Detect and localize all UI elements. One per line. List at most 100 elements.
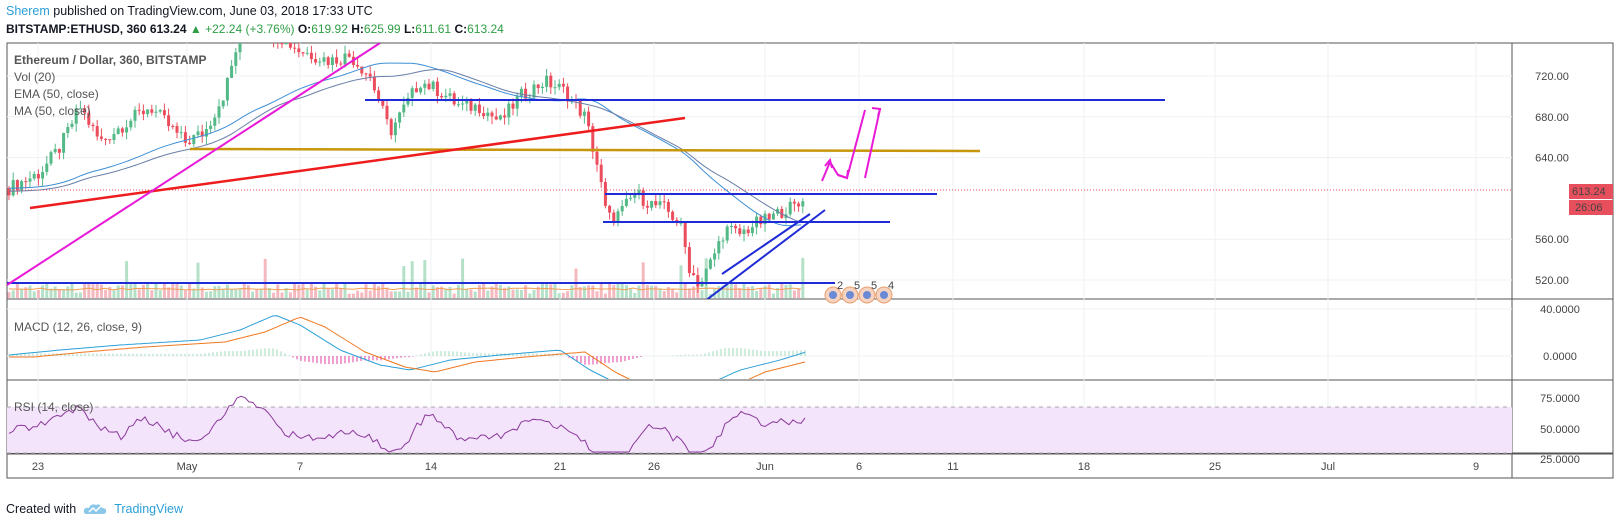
volume-bar	[234, 289, 238, 298]
time-axis-frame	[6, 453, 1614, 479]
volume-bar	[335, 283, 339, 298]
candle-body	[243, 30, 246, 35]
candle-body	[137, 109, 141, 111]
volume-bar	[448, 286, 452, 298]
publish-line: Sherem published on TradingView.com, Jun…	[6, 4, 373, 18]
volume-bar	[671, 289, 675, 298]
volume-bar	[725, 284, 729, 298]
volume-bar	[297, 284, 301, 298]
candle-body	[221, 100, 225, 107]
volume-bar	[549, 284, 553, 298]
volume-bar	[87, 282, 91, 298]
volume-bar	[469, 289, 473, 298]
volume-bar	[771, 293, 775, 298]
volume-bar	[288, 292, 292, 298]
volume-bars	[7, 257, 805, 298]
candle-body	[343, 53, 347, 65]
volume-bar	[683, 282, 687, 298]
volume-bar	[104, 289, 108, 298]
candle-body	[582, 111, 586, 116]
candle-body	[494, 116, 498, 120]
candle-body	[734, 226, 738, 229]
volume-bar	[41, 285, 45, 298]
volume-bar	[360, 292, 364, 298]
volume-bar	[406, 291, 410, 298]
candle-body	[360, 66, 364, 74]
macd-tick-label: 0.0000	[1543, 351, 1577, 363]
rsi-tick-label: 75.0000	[1540, 393, 1580, 405]
macd-signal-line	[9, 316, 806, 379]
volume-ma-line	[8, 287, 802, 291]
event-flag-dot	[829, 291, 837, 299]
volume-bar	[112, 290, 116, 298]
legend-macd[interactable]: MACD (12, 26, close, 9)	[14, 320, 142, 334]
candle-body	[162, 110, 166, 116]
volume-bar	[570, 285, 574, 298]
time-tick-label: 9	[1473, 461, 1479, 473]
legend-ema[interactable]: EMA (50, close)	[14, 87, 99, 101]
volume-bar	[314, 286, 318, 298]
legend-ma[interactable]: MA (50, close)	[14, 104, 91, 118]
candle-body	[53, 148, 57, 153]
arrow-head-1	[824, 157, 833, 169]
candle-body	[309, 52, 313, 60]
volume-bar	[532, 289, 536, 298]
candle-body	[251, 36, 254, 38]
candle-body	[456, 104, 460, 106]
volume-bar	[217, 285, 221, 298]
legend-vol[interactable]: Vol (20)	[14, 70, 55, 84]
candle-body	[20, 181, 24, 191]
rsi-tick-label: 50.0000	[1540, 424, 1580, 436]
volume-bar	[612, 284, 616, 298]
volume-bar	[238, 288, 242, 298]
candle-body	[146, 109, 150, 115]
candle-body	[200, 131, 204, 137]
candle-body	[99, 136, 103, 139]
candle-body	[91, 124, 95, 127]
candle-body	[393, 122, 397, 136]
candle-body	[759, 216, 763, 225]
volume-bar	[381, 284, 385, 298]
volume-bar	[700, 290, 704, 298]
volume-bar	[587, 285, 591, 298]
candle-body	[389, 119, 393, 136]
volume-bar	[797, 288, 801, 298]
volume-bar	[188, 283, 192, 298]
volume-bar	[154, 282, 158, 298]
author-link[interactable]: Sherem	[6, 4, 50, 18]
candle-body	[280, 43, 284, 45]
volume-bar	[125, 261, 129, 298]
volume-bar	[435, 287, 439, 298]
candle-body	[234, 52, 238, 66]
price-change: ▲ +22.24 (+3.76%)	[189, 22, 295, 36]
volume-bar	[24, 287, 28, 298]
candle-body	[32, 173, 36, 179]
time-axis-labels: 23 May 7 14 21 26 Jun 6 11 18 25 Jul 9	[32, 461, 1479, 473]
price-tick-label: 720.00	[1535, 71, 1569, 83]
time-tick-label: 18	[1078, 461, 1090, 473]
time-tick-label: 7	[297, 461, 303, 473]
volume-bar	[62, 289, 66, 298]
volume-bar	[456, 284, 460, 298]
legend-rsi[interactable]: RSI (14, close)	[14, 400, 93, 414]
candle-body	[624, 198, 628, 206]
candle-body	[725, 226, 729, 241]
event-count: 5	[854, 280, 860, 292]
symbol-name: BITSTAMP:ETHUSD, 360	[6, 22, 147, 36]
volume-bar	[742, 283, 746, 298]
volume-bar	[49, 288, 53, 298]
volume-bar	[339, 288, 343, 298]
candle-body	[561, 83, 565, 87]
candle-body	[427, 83, 431, 90]
candle-body	[662, 201, 666, 203]
tradingview-link[interactable]: TradingView	[114, 502, 183, 516]
resistance-line-650	[189, 147, 981, 153]
footer: Created with TradingView	[6, 502, 183, 516]
red-trendline	[29, 116, 686, 210]
volume-bar	[393, 291, 397, 298]
volume-bar	[503, 287, 507, 298]
volume-bar	[540, 283, 544, 298]
candle-body	[276, 39, 279, 41]
